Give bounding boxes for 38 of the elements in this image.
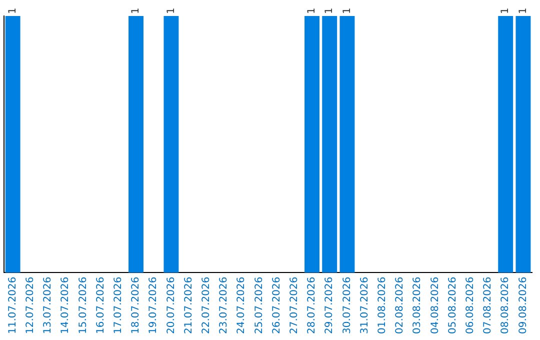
x-tick-label: 03.08.2026 [412, 276, 424, 334]
x-tick-label: 19.07.2026 [148, 276, 160, 334]
data-label: 1 [518, 8, 529, 14]
data-label: 1 [130, 8, 142, 14]
x-tick-label: 21.07.2026 [183, 276, 194, 334]
x-tick-label: 27.07.2026 [288, 276, 300, 334]
x-tick-label: 22.07.2026 [200, 276, 212, 334]
data-label: 1 [166, 8, 177, 14]
x-tick-label: 31.07.2026 [359, 276, 370, 334]
data-label: 1 [324, 8, 336, 14]
x-tick-label: 11.07.2026 [7, 276, 18, 334]
x-tick-label: 26.07.2026 [271, 276, 282, 334]
x-tick-label: 16.07.2026 [95, 276, 106, 334]
x-tick-label: 04.08.2026 [430, 276, 441, 334]
x-tick-label: 13.07.2026 [42, 276, 54, 334]
data-label: 1 [7, 8, 18, 14]
x-tick-label: 02.08.2026 [394, 276, 406, 334]
x-tick-label: 20.07.2026 [166, 276, 177, 334]
x-tick-label: 14.07.2026 [60, 276, 72, 334]
x-tick-label: 09.08.2026 [518, 276, 529, 334]
x-tick-label: 08.08.2026 [500, 276, 512, 334]
x-tick-label: 25.07.2026 [254, 276, 265, 334]
x-tick-label: 15.07.2026 [78, 276, 89, 334]
x-tick-label: 23.07.2026 [218, 276, 230, 334]
x-tick-label: 24.07.2026 [236, 276, 248, 334]
x-tick-label: 29.07.2026 [324, 276, 336, 334]
x-tick-label: 18.07.2026 [130, 276, 142, 334]
data-label: 1 [306, 8, 318, 14]
x-tick-label: 12.07.2026 [24, 276, 36, 334]
x-tick-label: 17.07.2026 [112, 276, 124, 334]
x-tick-label: 30.07.2026 [342, 276, 353, 334]
x-tick-label: 28.07.2026 [306, 276, 318, 334]
x-tick-label: 05.08.2026 [447, 276, 458, 334]
x-tick-label: 06.08.2026 [464, 276, 476, 334]
x-tick-label: 07.08.2026 [482, 276, 494, 334]
data-label: 1 [500, 8, 512, 14]
data-label: 1 [342, 8, 353, 14]
x-tick-label: 01.08.2026 [376, 276, 388, 334]
